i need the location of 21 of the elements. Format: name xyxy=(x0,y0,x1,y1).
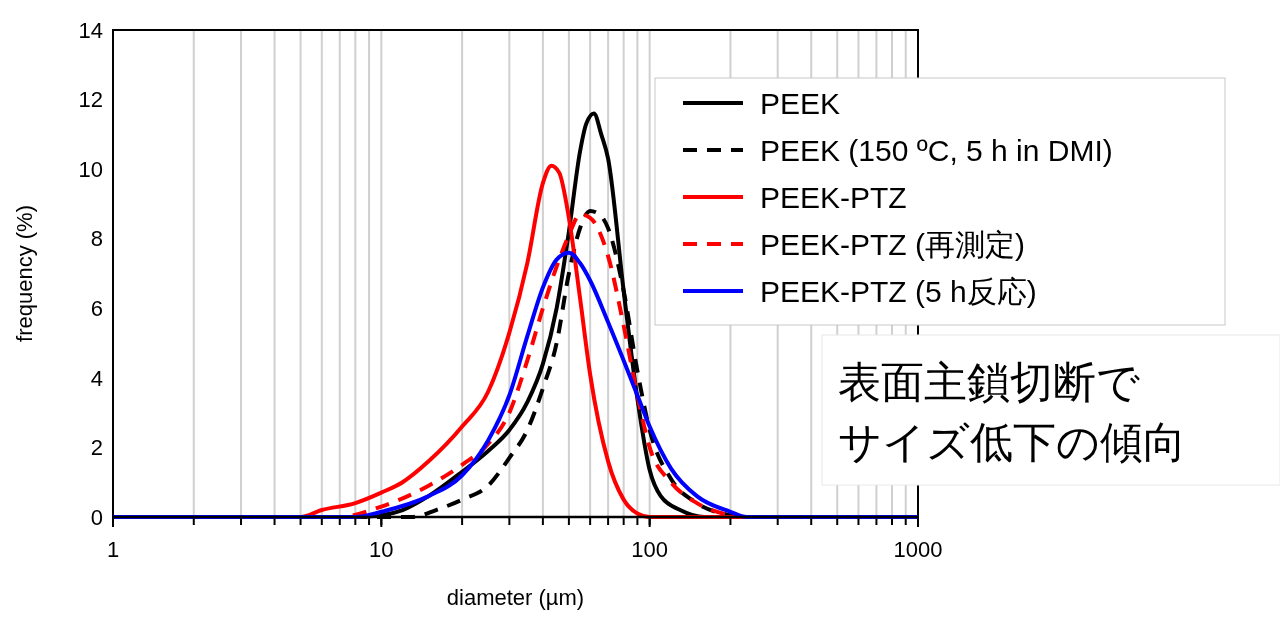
x-tick-label: 100 xyxy=(631,537,669,562)
y-tick-label: 6 xyxy=(90,295,103,321)
x-tick-label: 1000 xyxy=(893,537,943,562)
y-tick-label: 14 xyxy=(78,17,103,43)
y-tick-label: 10 xyxy=(78,156,103,182)
y-tick-label: 0 xyxy=(90,504,103,530)
y-tick-label: 12 xyxy=(78,87,103,113)
annotation: 表面主鎖切断で xyxy=(838,357,1140,407)
y-tick-label: 2 xyxy=(90,435,103,461)
legend-label: PEEK-PTZ (5 h反応) xyxy=(760,274,1037,308)
annotation: サイズ低下の傾向 xyxy=(838,417,1186,467)
x-tick-label: 10 xyxy=(369,537,394,562)
legend-label: PEEK (150 ºC, 5 h in DMI) xyxy=(760,133,1113,167)
x-axis-title: diameter (µm) xyxy=(446,585,585,610)
legend-label: PEEK-PTZ xyxy=(760,180,907,214)
y-axis-title: frequency (%) xyxy=(12,205,37,342)
legend-label: PEEK-PTZ (再測定) xyxy=(760,227,1026,261)
y-tick-label: 8 xyxy=(90,226,103,252)
y-tick-label: 4 xyxy=(90,365,103,391)
x-tick-label: 1 xyxy=(106,537,120,562)
legend-label: PEEK xyxy=(760,86,841,120)
